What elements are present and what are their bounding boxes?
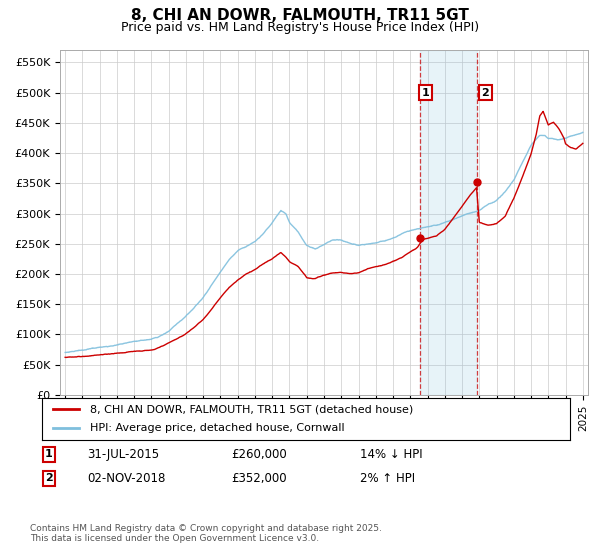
- Text: 1: 1: [422, 88, 430, 97]
- Bar: [420, 50, 476, 395]
- Text: 2: 2: [481, 88, 489, 97]
- Text: Price paid vs. HM Land Registry's House Price Index (HPI): Price paid vs. HM Land Registry's House …: [121, 21, 479, 34]
- Text: £260,000: £260,000: [231, 448, 287, 461]
- Text: £352,000: £352,000: [231, 472, 287, 485]
- Text: 1: 1: [45, 449, 53, 459]
- Text: 8, CHI AN DOWR, FALMOUTH, TR11 5GT (detached house): 8, CHI AN DOWR, FALMOUTH, TR11 5GT (deta…: [89, 404, 413, 414]
- Text: 8, CHI AN DOWR, FALMOUTH, TR11 5GT: 8, CHI AN DOWR, FALMOUTH, TR11 5GT: [131, 8, 469, 24]
- Text: 14% ↓ HPI: 14% ↓ HPI: [360, 448, 422, 461]
- Text: 02-NOV-2018: 02-NOV-2018: [87, 472, 166, 485]
- Text: Contains HM Land Registry data © Crown copyright and database right 2025.
This d: Contains HM Land Registry data © Crown c…: [30, 524, 382, 543]
- Text: HPI: Average price, detached house, Cornwall: HPI: Average price, detached house, Corn…: [89, 423, 344, 433]
- Text: 2% ↑ HPI: 2% ↑ HPI: [360, 472, 415, 485]
- Text: 31-JUL-2015: 31-JUL-2015: [87, 448, 159, 461]
- Text: 2: 2: [45, 473, 53, 483]
